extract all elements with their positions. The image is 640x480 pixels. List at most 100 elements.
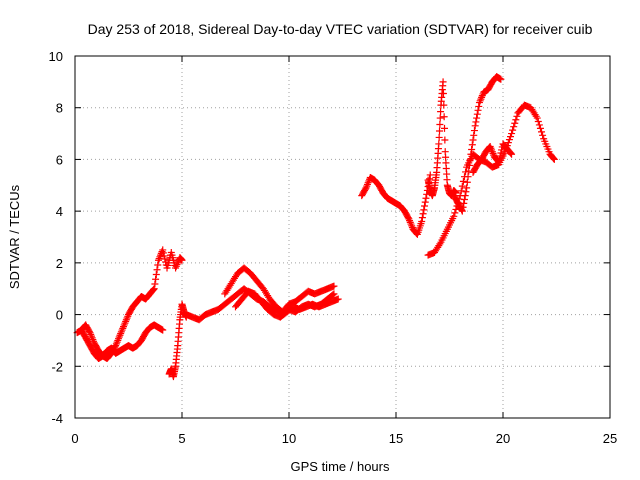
data-point — [498, 146, 506, 154]
data-point — [460, 199, 468, 207]
data-point — [439, 78, 447, 86]
data-point — [119, 324, 127, 332]
data-point — [436, 240, 444, 248]
data-point — [496, 152, 504, 160]
data-point — [421, 198, 429, 206]
data-point — [152, 275, 160, 283]
data-point — [468, 141, 476, 149]
data-point — [418, 217, 426, 225]
data-point — [153, 266, 161, 274]
data-point — [121, 319, 129, 327]
y-tick-label: -2 — [51, 359, 63, 374]
data-point — [463, 178, 471, 186]
data-point — [508, 150, 516, 158]
data-point — [161, 255, 169, 263]
data-point — [172, 262, 180, 270]
data-point — [362, 184, 370, 192]
data-point — [511, 119, 519, 127]
chart-title: Day 253 of 2018, Sidereal Day-to-day VTE… — [88, 21, 593, 37]
data-point — [329, 291, 337, 299]
data-point — [363, 182, 371, 190]
x-tick-label: 20 — [496, 431, 510, 446]
data-point — [532, 112, 540, 120]
data-point — [469, 136, 477, 144]
series-seg7 — [358, 171, 434, 238]
data-point — [178, 256, 186, 264]
data-point — [361, 185, 369, 193]
data-point — [115, 333, 123, 341]
data-point — [441, 136, 449, 144]
y-tick-label: 10 — [49, 49, 63, 64]
data-point — [458, 207, 466, 215]
data-point — [159, 326, 167, 334]
x-axis-label: GPS time / hours — [291, 459, 390, 474]
data-series — [73, 73, 558, 381]
data-point — [439, 89, 447, 97]
series-seg10 — [450, 73, 505, 215]
data-point — [459, 177, 467, 185]
data-point — [408, 222, 416, 230]
y-tick-label: 0 — [56, 308, 63, 323]
data-point — [488, 148, 496, 156]
data-point — [550, 155, 558, 163]
data-point — [116, 331, 124, 339]
tick-labels: 0 5 10 15 20 25 -4 -2 0 2 4 6 8 10 — [49, 49, 618, 446]
data-point — [441, 124, 449, 132]
data-point — [472, 118, 480, 126]
data-point — [85, 327, 93, 335]
data-point — [115, 335, 123, 343]
data-point — [334, 295, 342, 303]
x-tick-label: 15 — [389, 431, 403, 446]
data-point — [421, 202, 429, 210]
x-tick-label: 25 — [603, 431, 617, 446]
data-point — [87, 330, 95, 338]
data-point — [112, 340, 120, 348]
y-tick-label: 4 — [56, 204, 63, 219]
data-point — [550, 155, 558, 163]
x-tick-label: 10 — [282, 431, 296, 446]
data-point — [489, 149, 497, 157]
data-point — [549, 154, 557, 162]
data-point — [486, 143, 494, 150]
data-point — [158, 248, 166, 256]
data-point — [468, 146, 476, 154]
data-point — [435, 140, 443, 148]
y-axis-label: SDTVAR / TECUs — [7, 184, 22, 289]
data-point — [422, 194, 430, 202]
data-point — [426, 175, 434, 183]
data-point — [497, 75, 505, 83]
data-point — [507, 149, 515, 157]
data-point — [539, 131, 547, 139]
y-tick-label: -4 — [51, 411, 63, 426]
grid — [75, 56, 610, 418]
data-point — [420, 206, 428, 214]
series-seg2 — [77, 246, 186, 363]
data-point — [508, 130, 516, 138]
data-point — [113, 338, 121, 346]
data-point — [504, 139, 512, 147]
data-point — [174, 259, 182, 267]
data-point — [458, 182, 466, 190]
plot-frame — [74, 55, 611, 419]
data-point — [473, 110, 481, 118]
data-point — [475, 99, 483, 107]
series-seg6 — [232, 287, 342, 321]
data-point — [114, 336, 122, 344]
data-point — [404, 214, 412, 222]
data-point — [440, 113, 448, 121]
data-point — [159, 249, 167, 257]
data-point — [462, 168, 470, 176]
data-point — [364, 179, 372, 187]
data-point — [465, 161, 473, 169]
data-point — [461, 192, 469, 200]
data-point — [536, 124, 544, 132]
data-point — [156, 253, 164, 261]
data-point — [122, 317, 130, 325]
data-point — [506, 133, 514, 141]
data-point — [124, 312, 132, 320]
data-point — [475, 102, 483, 110]
data-point — [457, 187, 465, 195]
data-point — [419, 210, 427, 218]
data-point — [151, 280, 159, 288]
data-point — [159, 246, 167, 254]
